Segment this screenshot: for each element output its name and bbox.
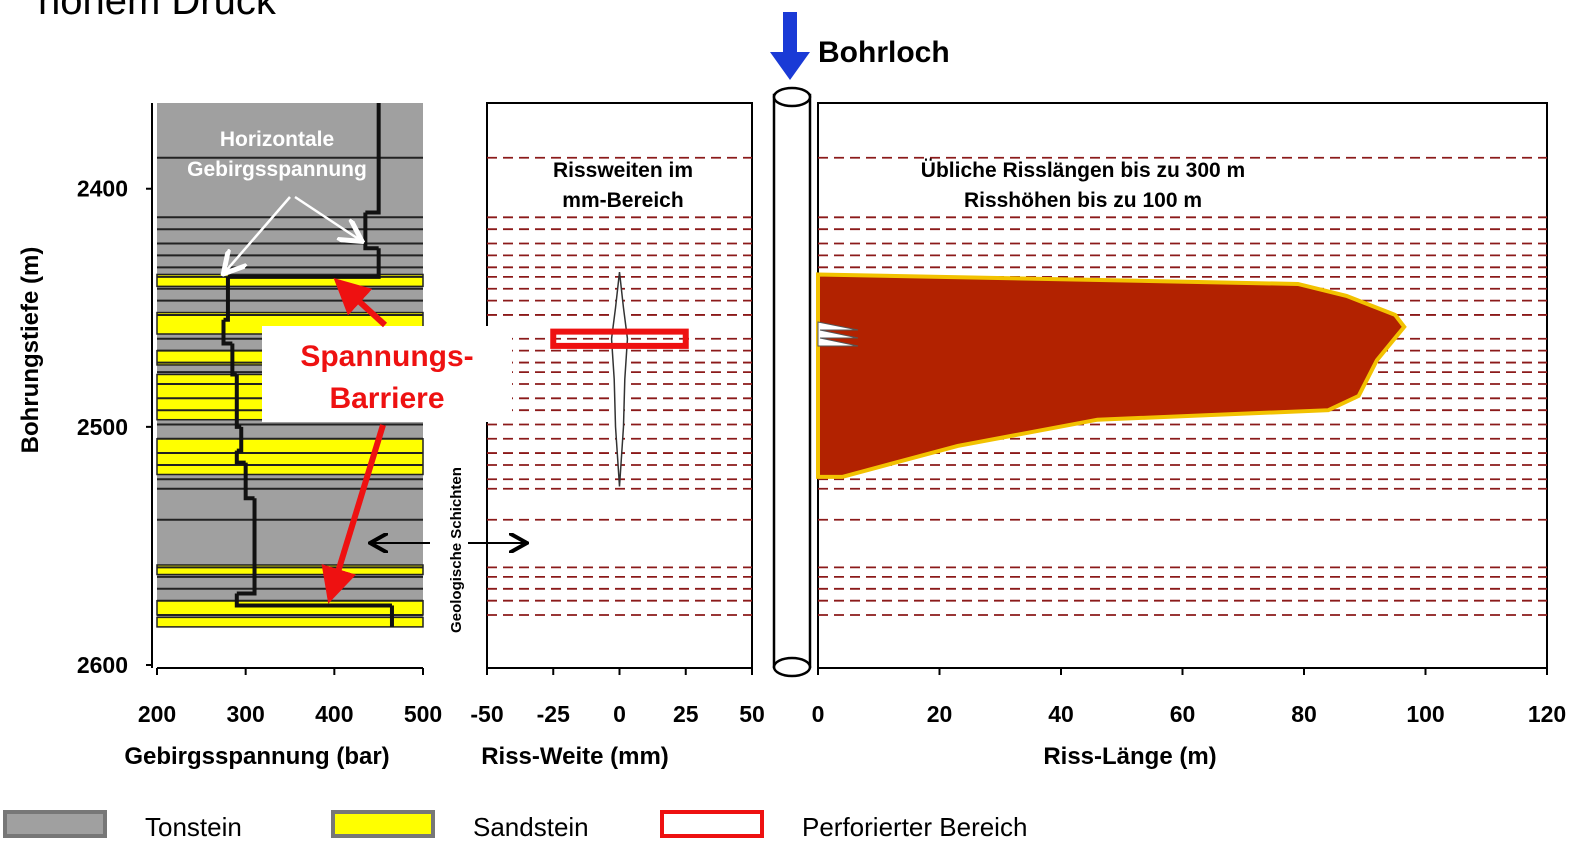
fracture-area [818,274,1404,476]
wellbore-top [774,88,810,106]
y-axis-label: Bohrungstiefe (m) [17,247,44,454]
wellbore-label: Bohrloch [818,36,950,69]
wellbore-bottom [774,658,810,676]
figure: hohem Druck 240025002600Bohrungstiefe (m… [0,0,1574,841]
x-axis-label: Riss-Weite (mm) [481,743,669,770]
x-tick-label: 300 [226,701,264,727]
heading-fragment: hohem Druck [38,0,277,23]
legend-label: Sandstein [473,812,589,841]
y-tick-label: 2500 [77,414,128,440]
x-tick-label: 80 [1291,701,1317,727]
barrier-annotation: Spannungs- [300,340,473,373]
wellbore [774,95,810,667]
legend-swatch [662,812,762,836]
stress-annotation: Gebirgsspannung [187,158,367,181]
x-tick-label: 400 [315,701,353,727]
x-tick-label: -25 [537,701,570,727]
x-tick-label: 100 [1406,701,1444,727]
sandstone-layer [157,601,423,615]
x-tick-label: 0 [613,701,626,727]
x-tick-label: 60 [1170,701,1196,727]
y-tick-label: 2400 [77,176,128,202]
x-tick-label: 50 [739,701,765,727]
legend-label: Tonstein [145,812,242,841]
x-tick-label: 500 [404,701,442,727]
panel-annotation: Rissweiten im [553,159,693,182]
stress-annotation: Horizontale [220,128,334,151]
wellbore-arrow-head [770,52,810,80]
y-tick-label: 2600 [77,652,128,678]
x-axis-label: Riss-Länge (m) [1043,743,1216,770]
x-tick-label: 20 [927,701,953,727]
panel-annotation: Übliche Risslängen bis zu 300 m [921,159,1245,182]
panel-annotation: Risshöhen bis zu 100 m [964,189,1202,212]
x-tick-label: -50 [470,701,503,727]
barrier-annotation: Barriere [329,382,444,415]
x-tick-label: 0 [812,701,825,727]
sandstone-layer [157,617,423,627]
x-tick-label: 40 [1048,701,1074,727]
panel-annotation: mm-Bereich [562,189,683,212]
sandstone-layer [157,439,423,475]
x-tick-label: 200 [138,701,176,727]
x-tick-label: 120 [1528,701,1566,727]
fracture-width-profile [612,272,628,486]
x-axis-label: Gebirgsspannung (bar) [124,743,389,770]
legend-swatch [5,812,105,836]
x-tick-label: 25 [673,701,699,727]
legend-swatch [333,812,433,836]
layer-annotation: Geologische Schichten [448,467,465,633]
legend-label: Perforierter Bereich [802,812,1027,841]
